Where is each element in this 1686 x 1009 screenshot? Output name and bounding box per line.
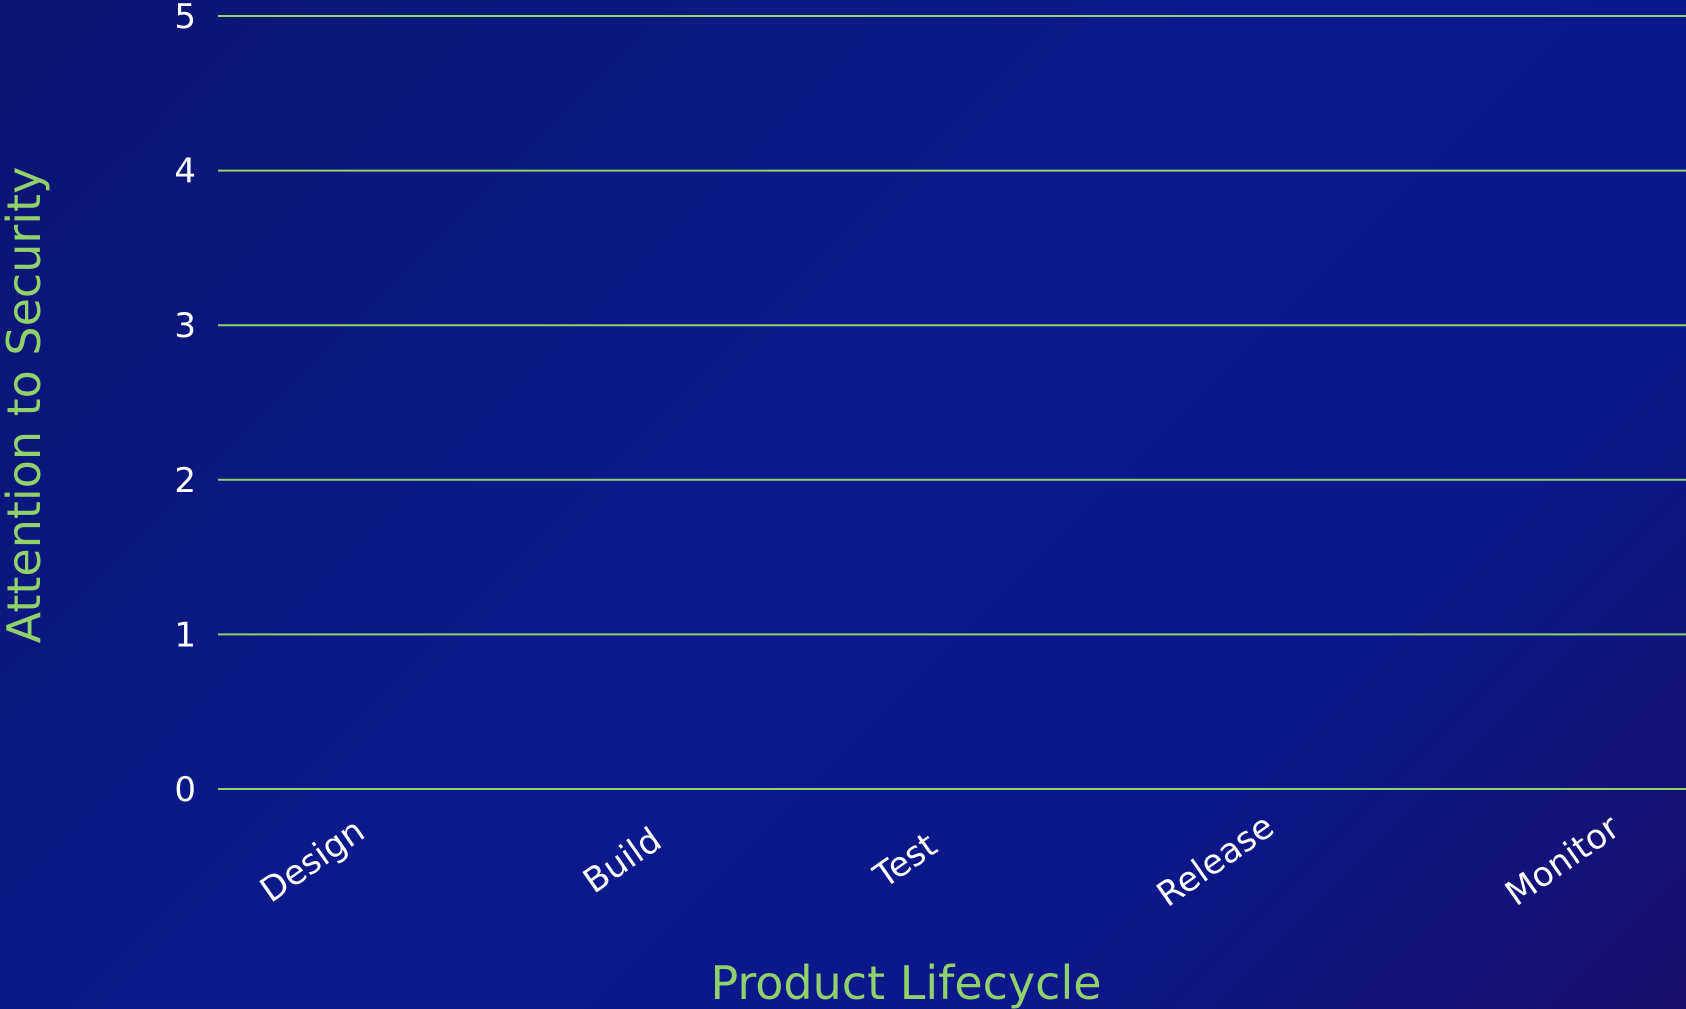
y-tick-label: 3 — [174, 306, 196, 346]
x-category-label-release: Release — [1150, 806, 1282, 915]
y-tick-label: 0 — [174, 770, 196, 810]
y-tick-label: 5 — [174, 0, 196, 37]
x-category-label-test: Test — [866, 825, 945, 897]
x-category-label-design: Design — [253, 811, 372, 911]
y-tick-labels: 0 1 2 3 4 5 — [174, 0, 196, 810]
x-category-labels: Design Build Test Release Monitor — [253, 806, 1627, 915]
y-axis-title: Attention to Security — [0, 167, 51, 644]
gridlines — [218, 15, 1686, 790]
y-tick-label: 2 — [174, 461, 196, 501]
x-category-label-monitor: Monitor — [1498, 807, 1627, 914]
x-axis-title: Product Lifecycle — [710, 956, 1101, 1009]
x-category-label-build: Build — [576, 820, 669, 902]
y-tick-label: 4 — [174, 152, 196, 192]
y-tick-label: 1 — [174, 615, 196, 655]
